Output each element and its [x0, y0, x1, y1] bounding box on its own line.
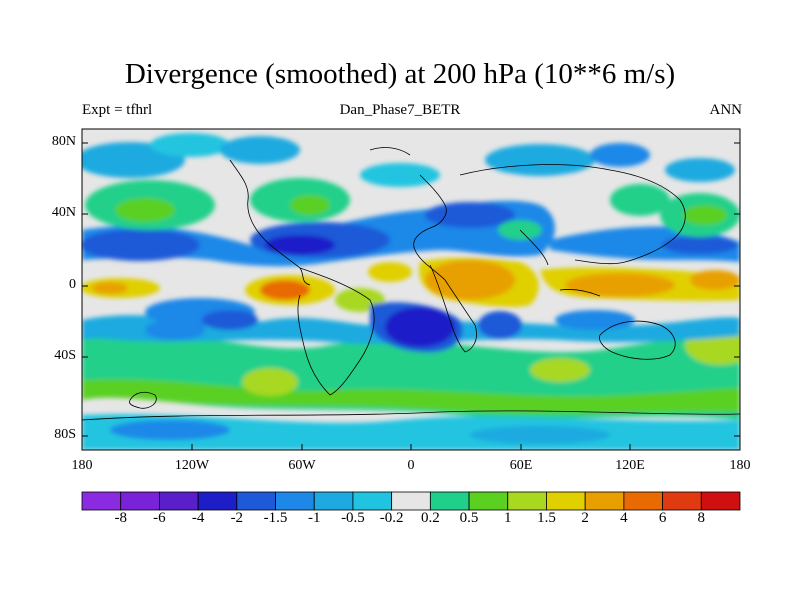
- colorbar: [81, 491, 741, 511]
- experiment-label: Expt = tfhrl: [82, 102, 153, 118]
- colorbar-label: 0.2: [420, 510, 440, 526]
- lat-label-80s: 80S: [54, 427, 76, 442]
- lat-label-40s: 40S: [54, 348, 76, 363]
- colorbar-swatch: [584, 491, 625, 511]
- lat-label-80n: 80N: [51, 134, 76, 149]
- colorbar-swatch: [507, 491, 547, 511]
- plot-title: Divergence (smoothed) at 200 hPa (10**6 …: [124, 58, 676, 90]
- colorbar-swatch: [352, 491, 393, 511]
- colorbar-label: -0.2: [379, 510, 404, 526]
- colorbar-label: -0.5: [341, 510, 365, 526]
- colorbar-swatch: [546, 491, 586, 511]
- colorbar-swatch: [429, 491, 470, 511]
- lon-label-120e: 120E: [615, 458, 645, 473]
- colorbar-swatch: [313, 491, 354, 511]
- lat-label-40n: 40N: [51, 205, 76, 220]
- colorbar-swatch: [275, 491, 315, 511]
- colorbar-swatch: [81, 491, 122, 511]
- colorbar-label: 4: [620, 510, 628, 526]
- lon-label-0: 0: [407, 458, 415, 473]
- colorbar-label: 1.5: [537, 510, 556, 526]
- divergence-field: [82, 129, 740, 450]
- colorbar-label: 8: [697, 510, 706, 526]
- colorbar-label: 0.5: [459, 510, 479, 526]
- colorbar-swatch: [468, 491, 509, 511]
- lat-label-0: 0: [69, 277, 76, 292]
- colorbar-label: -8: [114, 510, 127, 526]
- colorbar-swatch: [662, 491, 702, 511]
- colorbar-swatch: [623, 491, 663, 511]
- colorbar-swatch: [700, 491, 741, 511]
- colorbar-label: -2: [230, 510, 244, 526]
- lon-label-120w: 120W: [174, 458, 210, 473]
- colorbar-swatch: [391, 491, 431, 511]
- coastlines: [82, 147, 740, 421]
- lon-label-60w: 60W: [288, 458, 316, 473]
- colorbar-swatch: [159, 491, 199, 511]
- colorbar-label: 2: [581, 510, 589, 526]
- case-label: Dan_Phase7_BETR: [339, 102, 461, 118]
- colorbar-swatch: [236, 491, 276, 511]
- colorbar-label: -6: [153, 510, 166, 526]
- lon-label-60e: 60E: [509, 458, 533, 473]
- colorbar-swatch: [120, 491, 160, 511]
- colorbar-swatch: [197, 491, 238, 511]
- colorbar-label: 6: [658, 510, 667, 526]
- colorbar-label: -1.5: [263, 510, 288, 526]
- colorbar-label: -4: [191, 510, 205, 526]
- colorbar-label: 1: [504, 510, 512, 526]
- x-tick-marks: [81, 444, 741, 450]
- lon-label-180e: 180: [729, 458, 751, 473]
- colorbar-label: -1: [307, 510, 321, 526]
- y-tick-marks: [82, 142, 740, 437]
- lon-label-180w: 180: [71, 458, 93, 473]
- season-label: ANN: [709, 102, 743, 118]
